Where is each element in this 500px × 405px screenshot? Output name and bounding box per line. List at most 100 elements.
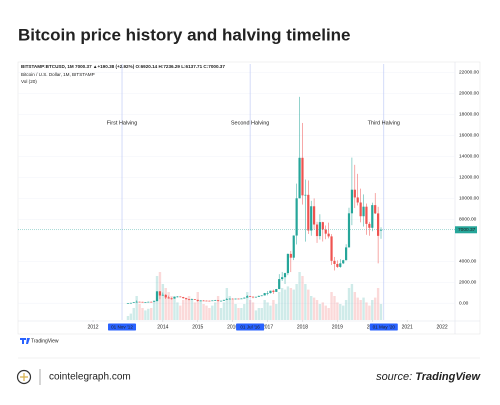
candle-body: [246, 296, 249, 298]
candle-body: [359, 202, 362, 217]
volume-bar: [248, 300, 252, 320]
volume-bar: [251, 302, 255, 320]
volume-bar: [182, 300, 185, 320]
candle-body: [129, 302, 132, 304]
y-tick-label: 2000.00: [459, 279, 477, 285]
candle-body: [365, 206, 368, 224]
candle-body: [208, 300, 211, 302]
volume-bar: [379, 304, 383, 320]
volume-bar: [376, 288, 380, 320]
volume-bar: [193, 302, 197, 320]
candle-body: [278, 279, 281, 290]
candle-body: [307, 194, 310, 231]
volume-bar: [371, 300, 374, 320]
volume-bar: [336, 302, 339, 320]
y-tick-label: 20000.00: [459, 91, 479, 97]
x-tick-label: 2018: [297, 324, 308, 330]
halving-date-label: 01 Nov '12: [111, 324, 133, 329]
volume-bar: [309, 296, 313, 320]
chart-title: Bitcoin price history and halving timeli…: [18, 25, 351, 44]
candle-body: [234, 298, 237, 300]
candle-body: [170, 298, 173, 300]
halving-date-box: [108, 323, 137, 331]
candle-body: [275, 289, 278, 292]
price-marker: [455, 226, 477, 234]
candle-body: [353, 189, 356, 198]
candle-body: [167, 297, 170, 299]
candle-body: [327, 233, 330, 237]
candle-body: [147, 301, 150, 303]
candle-body: [321, 222, 324, 230]
candle-body: [158, 291, 162, 296]
volume-bar: [356, 297, 359, 320]
candle-body: [251, 296, 255, 298]
volume-bar: [161, 284, 165, 320]
volume-bar: [347, 288, 351, 320]
candle-body: [138, 301, 141, 303]
candle-body: [339, 263, 342, 267]
volume-bar: [240, 308, 243, 320]
y-tick-label: 0.00: [459, 300, 469, 306]
halving-label: First Halving: [107, 120, 138, 126]
volume-bar: [321, 302, 325, 320]
volume-bar: [243, 304, 246, 320]
candle-body: [187, 299, 191, 300]
y-tick-label: 22000.00: [459, 70, 479, 76]
candle-body: [182, 297, 185, 299]
volume-bar: [272, 300, 275, 320]
y-tick-label: 10000.00: [459, 196, 479, 202]
candle-body: [176, 296, 179, 298]
volume-bar: [228, 296, 231, 320]
volume-bar: [269, 305, 272, 320]
volume-bar: [138, 304, 141, 320]
x-tick-label: 2017: [262, 324, 273, 330]
candle-body: [298, 157, 301, 199]
volume-bar: [254, 310, 258, 320]
candle-body: [295, 198, 298, 236]
volume-bar: [315, 300, 319, 320]
candle-body: [243, 297, 246, 299]
volume-bar: [260, 308, 263, 320]
candle-body: [132, 302, 135, 303]
site: cointelegraph.com: [49, 372, 131, 383]
volume-bar: [184, 297, 188, 320]
volume-bar: [219, 308, 223, 320]
candle-body: [263, 293, 266, 296]
x-tick-label: 2015: [192, 324, 203, 330]
candle-body: [336, 263, 339, 267]
candle-body: [135, 301, 138, 303]
volume-bar: [333, 296, 336, 320]
candle-body: [310, 206, 313, 231]
x-tick-label: 2014: [157, 324, 168, 330]
volume-bar: [208, 308, 211, 320]
candle-body: [333, 260, 336, 264]
candle-body: [286, 253, 290, 274]
volume-bar: [246, 292, 249, 320]
candle-body: [362, 206, 365, 217]
volume-bar: [344, 300, 348, 320]
volume-bar: [286, 286, 290, 320]
candle-body: [222, 299, 226, 301]
volume-bar: [179, 305, 182, 320]
volume-bar: [225, 288, 229, 320]
volume-bar: [289, 288, 293, 320]
volume-bar: [307, 289, 310, 320]
volume-bar: [301, 276, 304, 320]
volume-bar: [312, 297, 316, 320]
candle-body: [190, 299, 194, 300]
candle-body: [377, 213, 380, 236]
volume-bar: [211, 305, 214, 320]
candle-body: [324, 229, 327, 234]
candle-body: [318, 222, 322, 237]
candle-body: [374, 205, 377, 214]
volume-bar: [205, 305, 208, 320]
source-prefix: source:: [376, 371, 412, 383]
halving-date-box: [369, 323, 398, 331]
candle-body: [199, 300, 202, 302]
volume-bar: [216, 296, 220, 320]
y-tick-label: 4000.00: [459, 259, 477, 265]
volume-bar: [202, 304, 205, 320]
volume-bar: [196, 292, 199, 320]
candle-body: [342, 260, 345, 264]
